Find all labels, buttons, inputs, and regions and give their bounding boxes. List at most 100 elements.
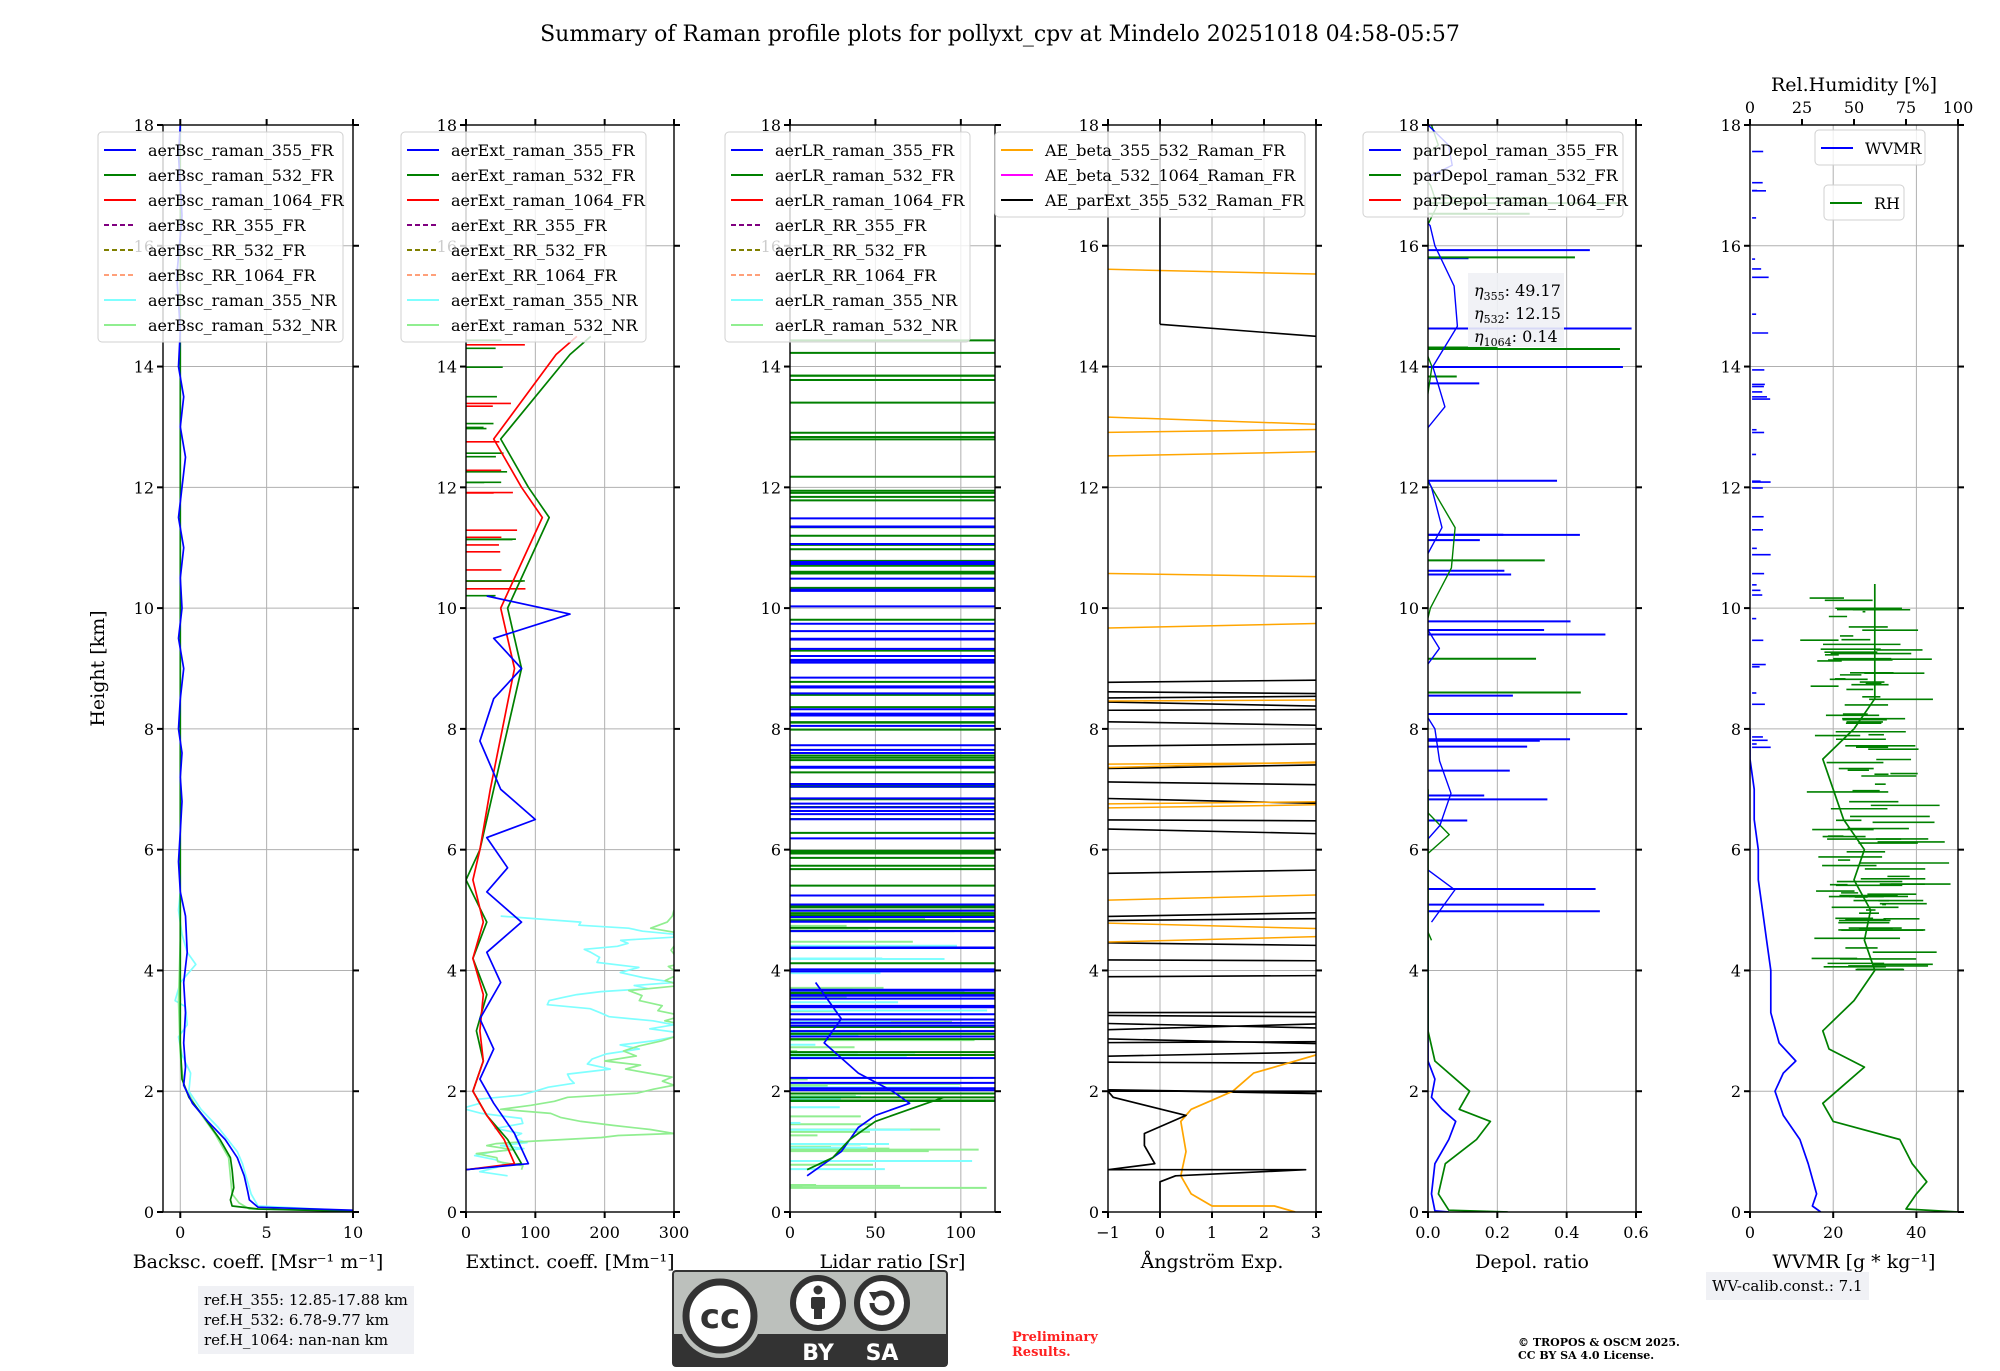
series-parDepol_raman_532_FR (1428, 789, 1508, 1212)
x-tick-label: −1 (1096, 1223, 1120, 1242)
legend-entry: aerBsc_RR_532_FR (148, 241, 306, 260)
legend-entry: aerBsc_RR_1064_FR (148, 266, 317, 285)
legend-entry: aerLR_raman_1064_FR (775, 191, 965, 210)
legend-entry: aerLR_raman_532_NR (775, 316, 958, 335)
y-tick-label: 2 (1089, 1082, 1099, 1101)
panel-backscatter: 0510024681012141618Backsc. coeff. [Msr⁻¹… (87, 116, 383, 1273)
x-tick-label: 5 (262, 1223, 272, 1242)
legend-entry: aerExt_RR_1064_FR (451, 266, 618, 285)
legend-entry: aerLR_RR_532_FR (775, 241, 927, 260)
legend-entry: aerExt_raman_532_NR (451, 316, 639, 335)
ae-beta-spike (1108, 700, 1316, 701)
x-tick-label: 0 (785, 1223, 795, 1242)
y-tick-label: 8 (1409, 720, 1419, 739)
y-tick-label: 8 (144, 720, 154, 739)
x-tick-label: 1 (1207, 1223, 1217, 1242)
y-tick-label: 6 (1409, 841, 1419, 860)
x-tick-label: 40 (1906, 1223, 1926, 1242)
y-tick-label: 10 (437, 599, 457, 618)
legend-entry: parDepol_raman_532_FR (1413, 166, 1619, 185)
x-tick-label: 100 (946, 1223, 977, 1242)
x-axis-label: Backsc. coeff. [Msr⁻¹ m⁻¹] (133, 1251, 384, 1273)
legend-entry: aerLR_RR_1064_FR (775, 266, 937, 285)
y-tick-label: 0 (771, 1203, 781, 1222)
legend-rh: RH (1824, 185, 1904, 220)
y-tick-label: 10 (134, 599, 154, 618)
series-aerBsc_raman_355_NR (175, 892, 353, 1211)
y-tick-label: 14 (437, 358, 457, 377)
sa-label: SA (866, 1341, 899, 1366)
y-tick-label: 6 (144, 841, 154, 860)
copyright-line-1: © TROPOS & OSCM 2025. (1518, 1336, 1680, 1349)
y-tick-label: 14 (1399, 358, 1419, 377)
ref-height-532: ref.H_532: 6.78-9.77 km (204, 1310, 408, 1330)
x-tick-label: 10 (343, 1223, 363, 1242)
legend-frame (401, 132, 646, 342)
x-tick-label: 0 (1745, 1223, 1755, 1242)
ae-parext-spike (1108, 960, 1316, 961)
x2-tick-label: 75 (1896, 98, 1916, 117)
y-tick-label: 10 (1399, 599, 1419, 618)
legend-entry: aerLR_raman_355_FR (775, 141, 955, 160)
legend-entry: AE_beta_355_532_Raman_FR (1044, 141, 1286, 160)
copyright-line-2: CC BY SA 4.0 License. (1518, 1349, 1680, 1362)
legend: aerExt_raman_355_FRaerExt_raman_532_FRae… (401, 132, 646, 342)
y-tick-label: 2 (1731, 1082, 1741, 1101)
y-tick-label: 2 (771, 1082, 781, 1101)
legend-entry: aerBsc_raman_355_FR (148, 141, 334, 160)
y-tick-label: 10 (761, 599, 781, 618)
panel-extinction: 0100200300024681012141618Extinct. coeff.… (401, 116, 694, 1273)
legend-wvmr: WVMR (1815, 130, 1925, 165)
x-tick-label: 0.6 (1623, 1223, 1648, 1242)
preliminary-line-2: Results. (1012, 1345, 1098, 1360)
legend-entry: aerExt_raman_355_FR (451, 141, 636, 160)
series-AE_beta_355_532_Raman_FR (1181, 1055, 1316, 1212)
y-tick-label: 2 (1409, 1082, 1419, 1101)
y-tick-label: 0 (447, 1203, 457, 1222)
plot-area (462, 336, 694, 1175)
sa-icon (857, 1278, 907, 1328)
y-tick-label: 0 (1409, 1203, 1419, 1222)
y-tick-label: 8 (1089, 720, 1099, 739)
y-tick-label: 12 (437, 478, 457, 497)
x-tick-label: 50 (865, 1223, 885, 1242)
y-tick-label: 4 (1731, 961, 1741, 980)
y-tick-label: 12 (1079, 478, 1099, 497)
y-tick-label: 4 (447, 961, 457, 980)
x-axis-label: Depol. ratio (1475, 1251, 1589, 1273)
x2-axis-label: Rel.Humidity [%] (1771, 74, 1937, 96)
legend-entry: AE_beta_532_1064_Raman_FR (1044, 166, 1296, 185)
x2-tick-label: 50 (1844, 98, 1864, 117)
cc-license-badge: cc BY SA (672, 1270, 948, 1367)
legend-entry: aerExt_RR_355_FR (451, 216, 608, 235)
ae-parext-spike (1108, 1015, 1316, 1016)
x-tick-label: 0 (1155, 1223, 1165, 1242)
y-tick-label: 4 (1089, 961, 1099, 980)
ae-parext-spike (1108, 1042, 1316, 1043)
x2-tick-label: 100 (1943, 98, 1974, 117)
wv-calib-box: WV-calib.const.: 7.1 (1706, 1272, 1869, 1300)
legend-entry: aerLR_raman_355_NR (775, 291, 958, 310)
panel-lidar-ratio: 050100024681012141618Lidar ratio [Sr]aer… (725, 116, 1001, 1273)
y-tick-label: 16 (1721, 237, 1741, 256)
legend-entry: parDepol_raman_1064_FR (1413, 191, 1629, 210)
ae-parext-spike (1108, 976, 1316, 977)
y-tick-label: 4 (771, 961, 781, 980)
legend-entry: aerBsc_raman_532_NR (148, 316, 337, 335)
legend-entry: aerBsc_raman_355_NR (148, 291, 337, 310)
ae-parext-spike (1108, 696, 1316, 698)
ae-parext-spike (1108, 710, 1316, 711)
x-axis-label: Ångström Exp. (1140, 1251, 1284, 1273)
ae-beta-spike (1108, 802, 1316, 804)
legend-entry: aerLR_RR_355_FR (775, 216, 927, 235)
svg-text:cc: cc (700, 1297, 740, 1337)
y-tick-label: 12 (1399, 478, 1419, 497)
y-tick-label: 14 (134, 358, 154, 377)
x-tick-label: 0.2 (1485, 1223, 1510, 1242)
y-tick-label: 12 (134, 478, 154, 497)
